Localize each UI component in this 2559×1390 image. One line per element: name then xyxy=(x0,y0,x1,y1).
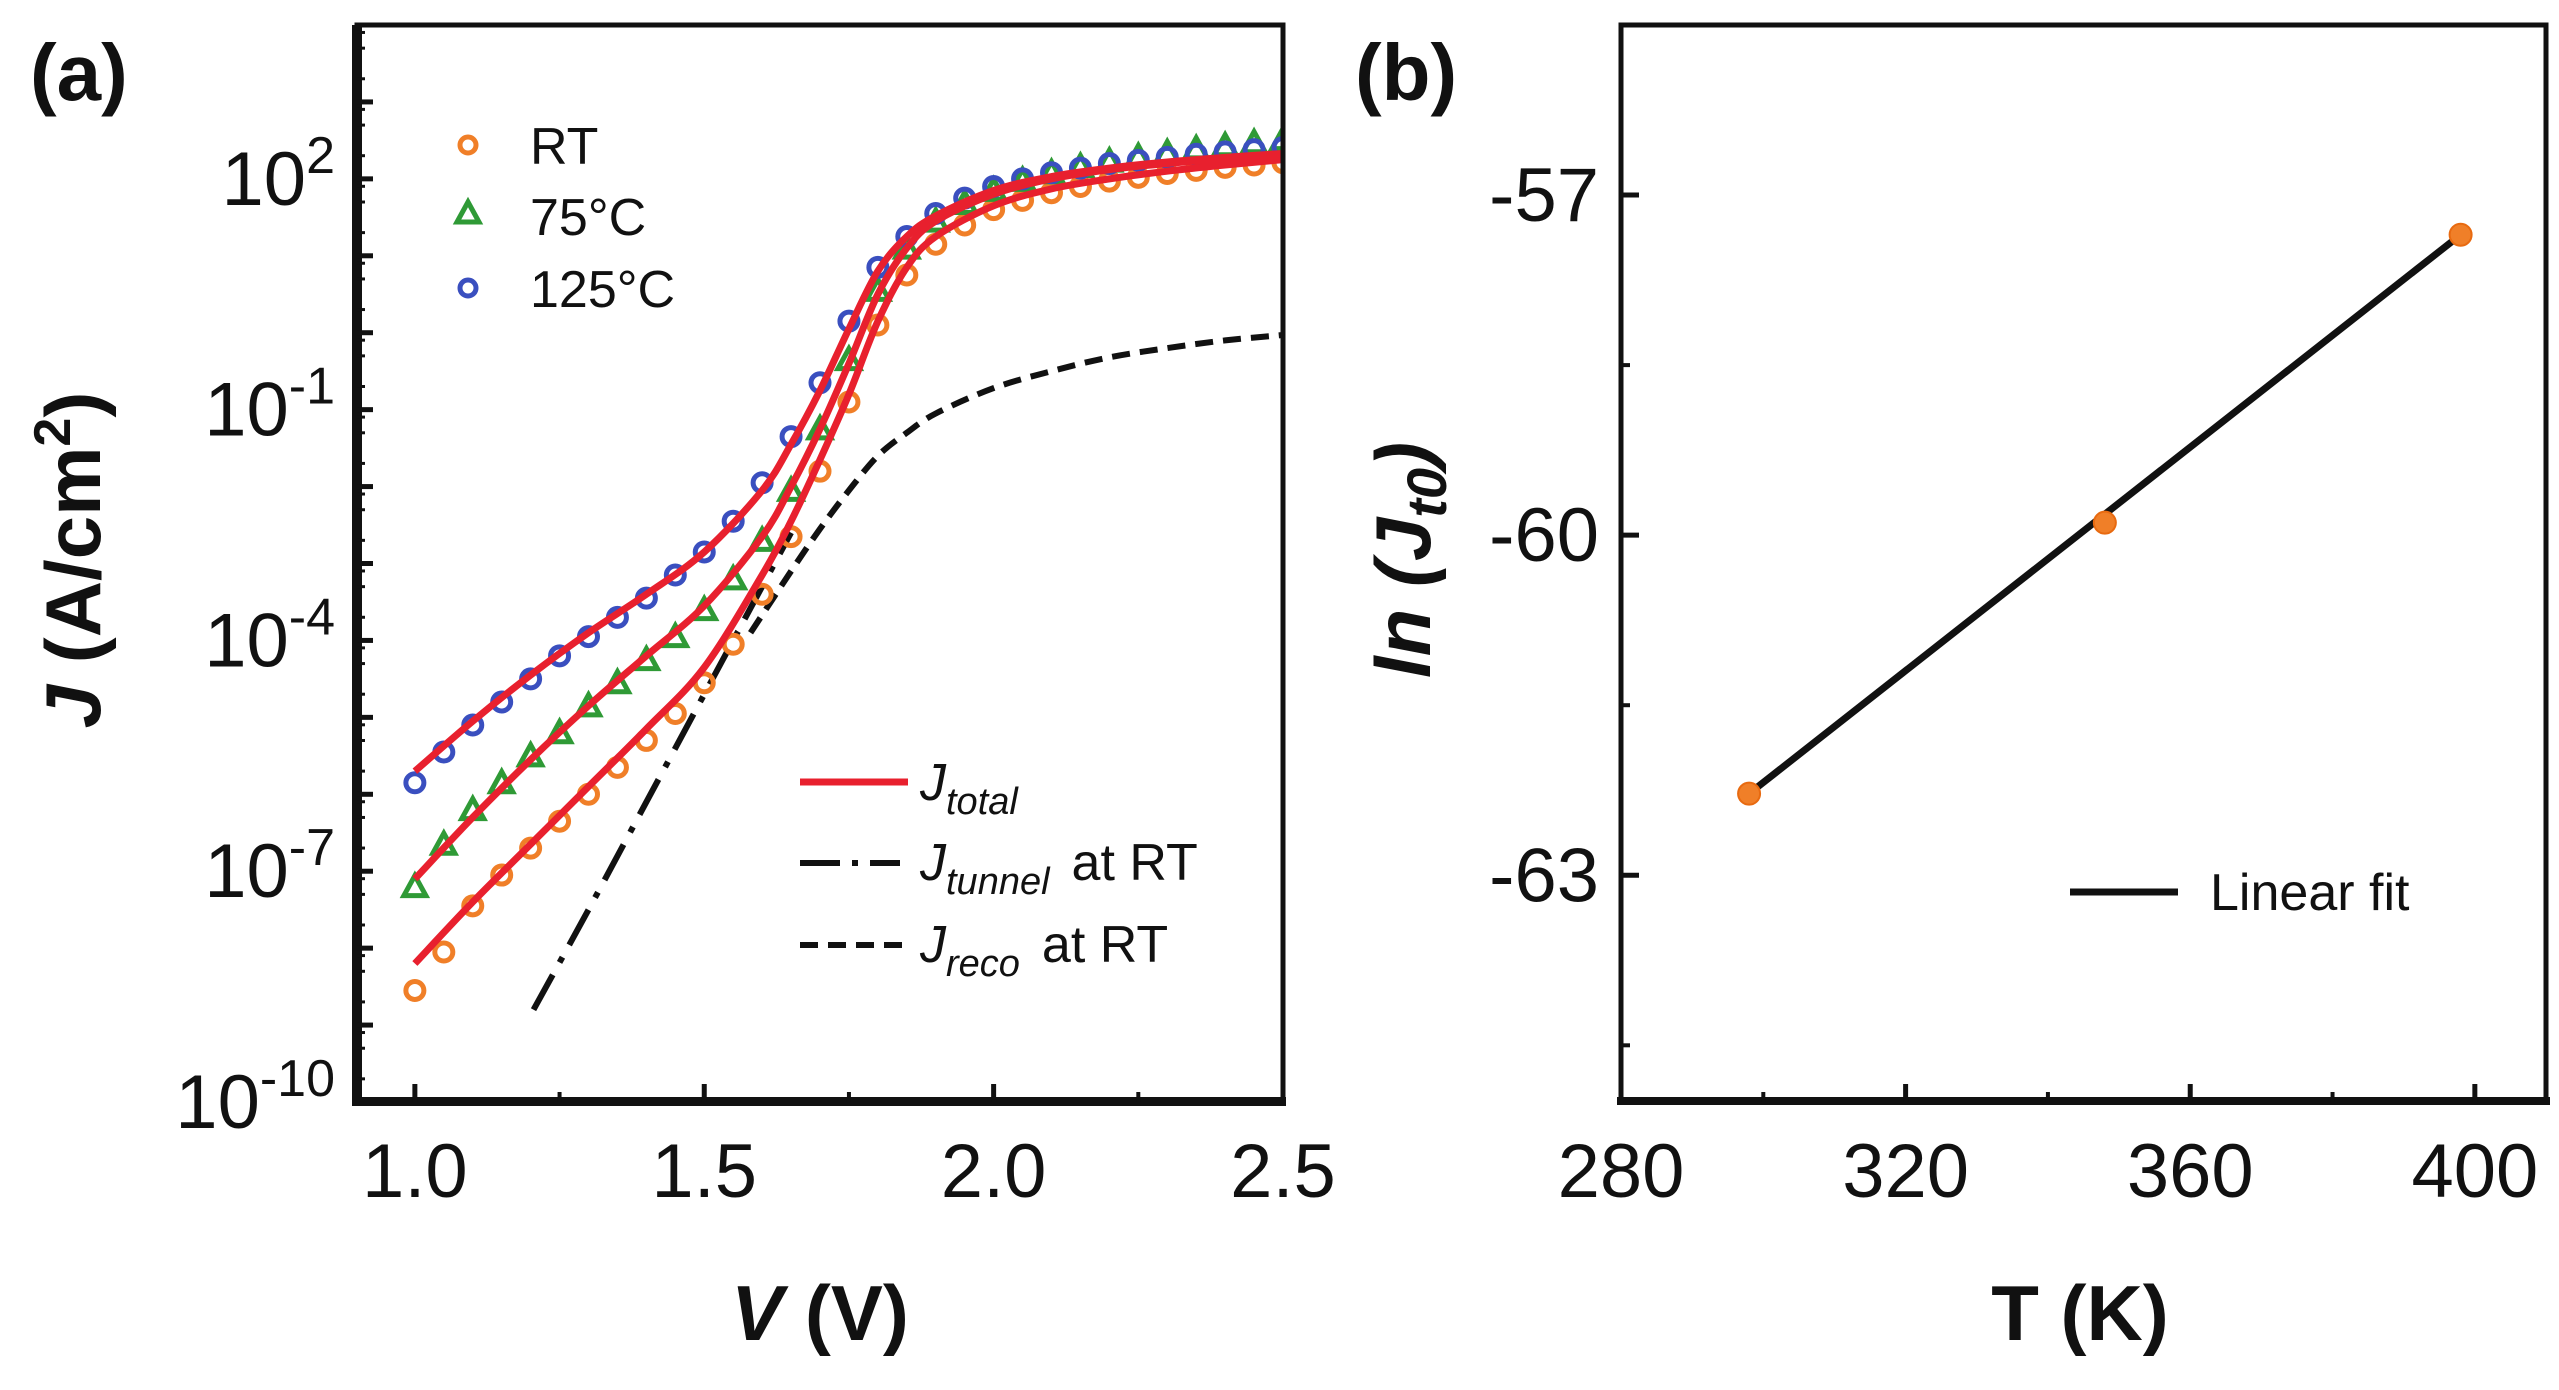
legend-label-jtunnel: Jtunnel at RT xyxy=(919,834,1198,903)
panel-b-bottom-axis xyxy=(1617,1097,2550,1105)
panel-b-y-tick-labels: -57 -60 -63 xyxy=(1489,153,1599,918)
data-point xyxy=(403,978,427,1002)
x-tick-label: 320 xyxy=(1842,1129,1969,1214)
x-tick-label: 2.0 xyxy=(941,1129,1047,1214)
panel-a-chart: 102 10-1 10-4 10-7 10-10 1.0 1.5 2.0 2.5 V … xyxy=(24,22,1336,1357)
panel-a-ticks xyxy=(357,22,1286,1105)
legend-item-125c: 125°C xyxy=(457,261,675,319)
panel-a-x-axis-title: V (V) xyxy=(731,1269,909,1357)
x-tick-label: 2.5 xyxy=(1230,1129,1336,1214)
y-tick-label: -60 xyxy=(1489,493,1599,578)
y-tick-label: 10-4 xyxy=(204,588,335,683)
legend-marker-triangle xyxy=(452,196,484,225)
data-point xyxy=(891,231,923,260)
x-tick-label: 360 xyxy=(2127,1129,2254,1214)
data-point xyxy=(399,870,431,899)
data-point xyxy=(721,509,745,533)
data-point xyxy=(663,563,687,587)
data-point xyxy=(403,771,427,795)
panel-a-marker-legend: RT 75°C 125°C xyxy=(452,118,675,319)
series-line-j-reco-at-rt xyxy=(748,332,1283,635)
y-tick-label: 10-10 xyxy=(175,1050,335,1145)
legend-label-jtotal: Jtotal xyxy=(919,754,1019,823)
y-tick-label: -57 xyxy=(1489,153,1599,238)
x-tick-label: 1.5 xyxy=(651,1129,757,1214)
legend-marker-circle xyxy=(457,277,479,299)
panel-a-label: (a) xyxy=(30,28,128,117)
panel-a-bottom-axis xyxy=(352,1097,1286,1106)
panel-b-ticks xyxy=(1618,192,2478,1102)
x-tick-label: 400 xyxy=(2411,1129,2538,1214)
panel-b-chart: -57 -60 -63 280 320 360 400 T (K) ln (Jt0) Li… xyxy=(1359,22,2550,1357)
legend-item-75c: 75°C xyxy=(452,189,646,247)
data-point xyxy=(432,940,456,964)
panel-b-frame xyxy=(1618,22,2549,1105)
data-point xyxy=(1737,781,1762,806)
y-tick-label: 10-1 xyxy=(204,358,335,453)
data-point xyxy=(804,412,836,441)
series-line-j-total-fit-rt xyxy=(412,156,1283,966)
legend-label-jreco: Jreco at RT xyxy=(919,916,1168,985)
legend-label: 125°C xyxy=(530,261,675,319)
series-line-j-total-fit-125-c xyxy=(412,149,1283,774)
data-point xyxy=(692,540,716,564)
y-tick-label: 102 xyxy=(222,127,335,222)
panel-a-data-layer xyxy=(399,123,1283,1012)
panel-b-label: (b) xyxy=(1355,28,1457,117)
data-point xyxy=(461,894,485,918)
data-point xyxy=(775,474,807,502)
panel-a-y-tick-labels: 102 10-1 10-4 10-7 10-10 xyxy=(175,127,335,1145)
series-line-j-tunnel-at-rt xyxy=(530,531,794,1012)
x-tick-label: 1.0 xyxy=(362,1129,468,1214)
data-point xyxy=(490,863,514,887)
panel-a-y-axis-title: J (A/cm2) xyxy=(24,392,117,729)
x-tick-label: 280 xyxy=(1558,1129,1685,1214)
panel-b-x-axis-title: T (K) xyxy=(1991,1269,2169,1357)
y-tick-label: -63 xyxy=(1489,833,1599,918)
legend-label: RT xyxy=(530,118,598,176)
panel-b-y-axis-title: ln (Jt0) xyxy=(1359,442,1458,678)
data-point xyxy=(1271,135,1283,159)
data-point xyxy=(519,836,543,860)
legend-label: 75°C xyxy=(530,189,646,247)
panel-b-x-tick-labels: 280 320 360 400 xyxy=(1558,1129,2539,1214)
panel-b-data-layer xyxy=(1737,222,2473,806)
legend-label-linear-fit: Linear fit xyxy=(2210,864,2410,922)
panel-a-line-legend: Jtotal Jtunnel at RT Jreco at RT xyxy=(800,754,1198,985)
legend-item-rt: RT xyxy=(457,118,598,176)
data-point xyxy=(2448,222,2473,247)
panel-b-legend: Linear fit xyxy=(2070,864,2410,922)
y-tick-label: 10-7 xyxy=(204,819,335,914)
panel-a-x-tick-labels: 1.0 1.5 2.0 2.5 xyxy=(362,1129,1336,1214)
data-point xyxy=(2092,510,2117,535)
legend-marker-circle xyxy=(457,134,479,156)
